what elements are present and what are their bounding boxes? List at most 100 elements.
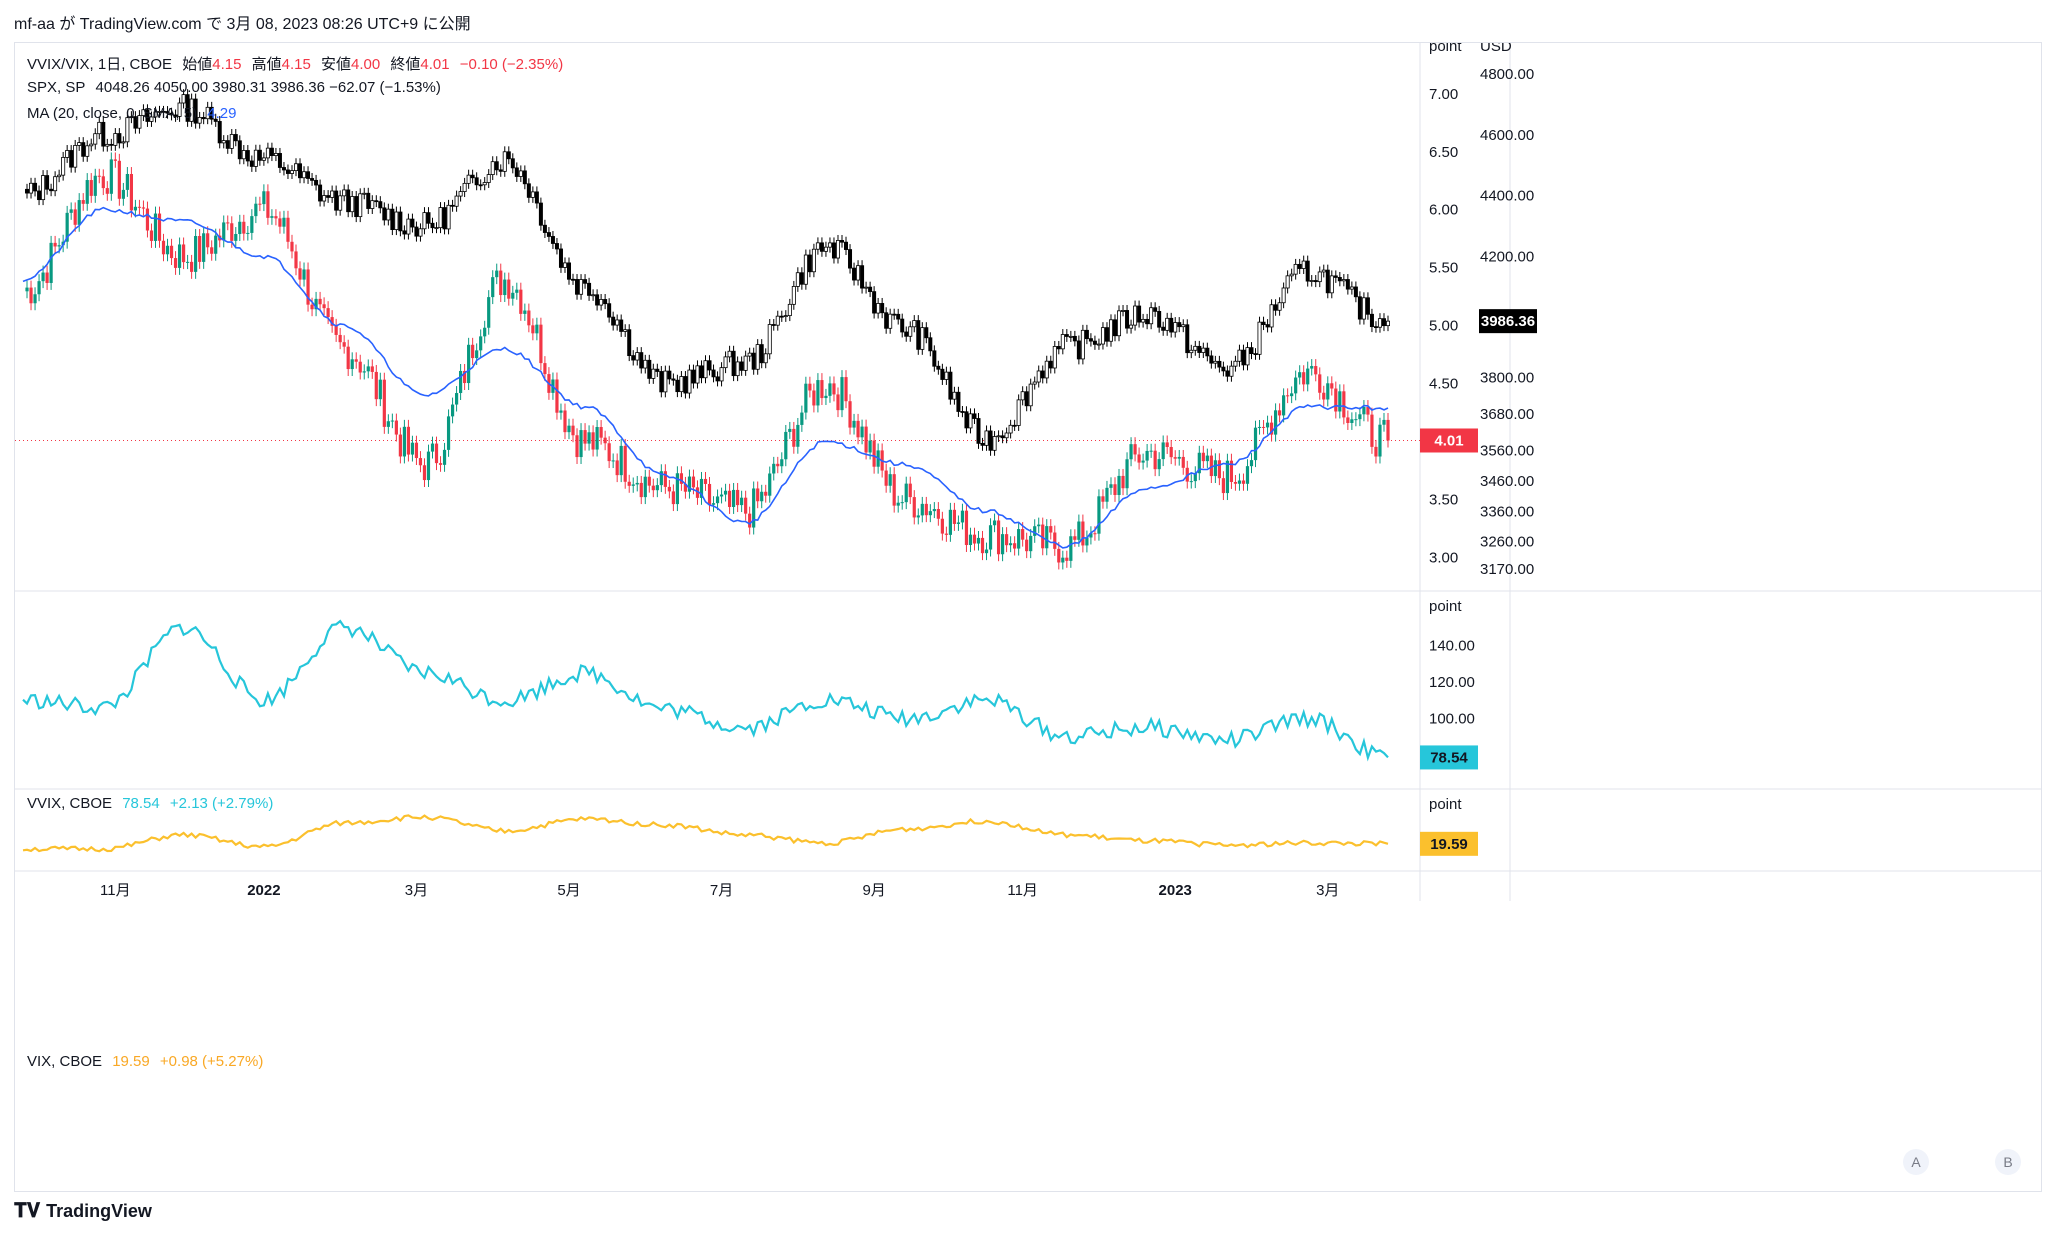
spx-candle (314, 179, 319, 186)
spx-candle (1357, 296, 1362, 320)
spx-last-badge-bg (1479, 309, 1537, 334)
spx-candle (852, 267, 857, 281)
right-tick-label: 4600.00 (1480, 127, 1534, 144)
spx-candle (281, 167, 286, 171)
tradingview-brand: TradingView (46, 1201, 152, 1221)
ratio-candle (1318, 374, 1322, 393)
ratio-candle (732, 489, 736, 507)
ratio-candle (611, 460, 615, 462)
spx-candle (799, 272, 804, 285)
ratio-candle (980, 537, 985, 554)
spx-candle (1088, 338, 1093, 342)
spx-candle (992, 436, 997, 451)
spx-candle (1353, 286, 1358, 298)
legend-vvix[interactable]: VVIX, CBOE 78.54 +2.13 (+2.79%) (27, 795, 279, 812)
tradingview-mark-icon: 𝐓𝐕 (14, 1200, 41, 1222)
legend-ma[interactable]: MA (20, close, 0, SMA, 5) 4.29 (27, 105, 242, 122)
legend-vix[interactable]: VIX, CBOE 19.59 +0.98 (+5.27%) (27, 1053, 269, 1070)
spx-candle (165, 111, 170, 114)
ratio-candle (402, 426, 406, 457)
right-tick-label: 4200.00 (1480, 248, 1534, 265)
spx-candle (856, 265, 861, 281)
chart-canvas[interactable]: point USD 7.00 6.50 6.00 5.50 5.00 4.50 3.50 3.00… (15, 38, 2041, 1191)
ratio-candle (181, 244, 186, 263)
ratio-candle (1378, 424, 1382, 457)
spx-candle (446, 204, 451, 230)
ratio-candle (920, 503, 924, 516)
ratio-candle (222, 222, 226, 241)
ratio-candle (960, 510, 965, 523)
spx-candle (1060, 334, 1065, 350)
ratio-candle (475, 350, 479, 359)
vix-pane[interactable] (22, 814, 1389, 853)
vvix-pane[interactable] (22, 619, 1389, 762)
spx-candle (844, 241, 849, 250)
ratio-candle (65, 212, 69, 242)
legend-main[interactable]: VVIX/VIX, 1日, CBOE 始値4.15 高値4.15 安値4.00 … (27, 53, 569, 74)
ratio-candle (190, 261, 194, 272)
price-axes[interactable]: point USD 7.00 6.50 6.00 5.50 5.00 4.50 3.50 3.00… (100, 38, 1534, 899)
spx-candle (1386, 320, 1391, 327)
ratio-candle (936, 509, 940, 519)
legend-spx[interactable]: SPX, SP 4048.26 4050.00 3980.31 3986.36 … (27, 79, 447, 96)
spx-candle (77, 142, 82, 146)
ratio-candle (796, 424, 800, 447)
vvix-tick-label: 120.00 (1429, 674, 1475, 691)
spx-candle (366, 192, 371, 209)
spx-candle (1181, 324, 1186, 328)
ratio-candle (784, 431, 788, 460)
spx-candle (466, 174, 471, 184)
tradingview-logo[interactable]: 𝐓𝐕 TradingView (14, 1200, 152, 1223)
ratio-candle (346, 346, 350, 370)
ratio-candle (1302, 372, 1306, 385)
main-pane[interactable] (15, 89, 1420, 570)
ratio-candle (394, 420, 398, 435)
ratio-candle (968, 534, 973, 546)
spx-candle (1121, 310, 1126, 312)
ratio-candle (808, 383, 812, 391)
ratio-candle (752, 488, 756, 528)
ratio-candle (1113, 484, 1117, 495)
ratio-candle (93, 175, 97, 196)
ratio-candle (1193, 473, 1197, 482)
spx-candle (85, 145, 90, 157)
ratio-candle (756, 488, 760, 502)
ratio-candle (206, 233, 210, 248)
ratio-candle (699, 478, 704, 498)
ratio-candle (1157, 459, 1161, 470)
legend-open: 4.15 (212, 56, 242, 73)
ratio-candle (1265, 422, 1270, 428)
spx-candle (65, 150, 70, 158)
ratio-candle (165, 245, 170, 255)
spx-candle (1225, 370, 1230, 377)
spx-candle (350, 196, 355, 213)
right-tick-label: 4800.00 (1480, 66, 1534, 83)
scale-auto-button[interactable]: A (1903, 1149, 1929, 1175)
ratio-candle (446, 416, 451, 450)
ratio-candle (1037, 524, 1041, 527)
ratio-candle (511, 292, 515, 299)
ratio-candle (1209, 455, 1213, 477)
ratio-candle (1181, 456, 1185, 468)
vix-line (22, 814, 1389, 853)
spx-candle (1325, 269, 1330, 294)
ratio-candle (639, 482, 643, 498)
ratio-candle (736, 489, 740, 506)
spx-candle (1012, 424, 1017, 427)
vix-last-badge: 19.59 (1430, 836, 1468, 853)
ratio-candle (715, 496, 720, 504)
ratio-candle (1025, 539, 1029, 552)
spx-candle (1293, 263, 1298, 275)
spx-candle (273, 153, 278, 156)
spx-candle (374, 200, 379, 203)
scale-b-button[interactable]: B (1995, 1149, 2021, 1175)
spx-candle (1169, 317, 1174, 333)
ratio-candle (972, 534, 977, 544)
ratio-candle (675, 473, 679, 505)
spx-candle (113, 133, 118, 146)
ratio-candle (992, 520, 997, 526)
ratio-candle (105, 188, 109, 194)
ratio-candle (1342, 391, 1346, 418)
spx-candle (819, 242, 824, 252)
chart-frame[interactable]: point USD 7.00 6.50 6.00 5.50 5.00 4.50 3.50 3.00… (14, 38, 2042, 1192)
